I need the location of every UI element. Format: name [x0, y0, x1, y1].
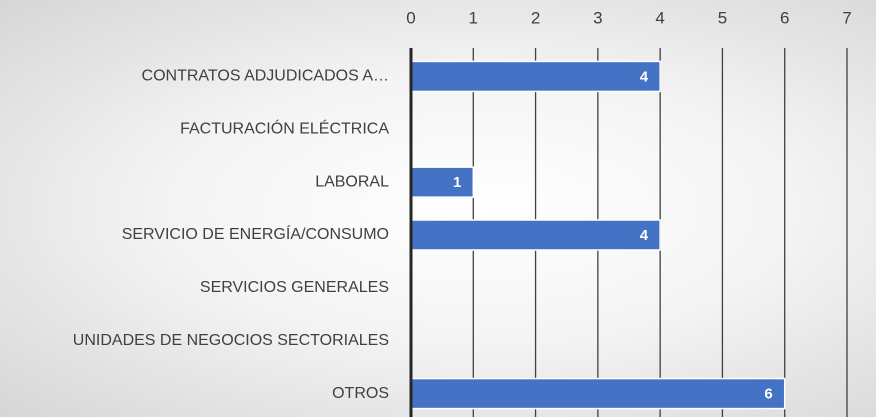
category-label: OTROS	[332, 385, 389, 402]
x-tick-label: 5	[718, 8, 727, 27]
x-tick-label: 1	[469, 8, 478, 27]
x-tick-label: 0	[406, 8, 415, 27]
category-label: SERVICIOS GENERALES	[200, 279, 389, 296]
value-label: 1	[453, 174, 461, 191]
category-label: LABORAL	[315, 173, 389, 190]
x-tick-label: 4	[655, 8, 664, 27]
x-tick-label: 7	[842, 8, 851, 27]
category-label: SERVICIO DE ENERGÍA/CONSUMO	[122, 224, 389, 243]
value-label: 6	[764, 386, 772, 403]
category-label: FACTURACIÓN ELÉCTRICA	[180, 119, 389, 138]
bar	[410, 377, 786, 410]
bar	[410, 60, 661, 93]
value-label: 4	[640, 227, 649, 244]
bar	[410, 166, 475, 198]
category-label: CONTRATOS ADJUDICADOS A…	[142, 68, 389, 85]
x-tick-label: 3	[593, 8, 602, 27]
category-label: UNIDADES DE NEGOCIOS SECTORIALES	[73, 332, 389, 349]
bar	[410, 219, 661, 251]
x-tick-label: 2	[531, 8, 540, 27]
value-label: 4	[640, 68, 649, 85]
x-tick-label: 6	[780, 8, 789, 27]
